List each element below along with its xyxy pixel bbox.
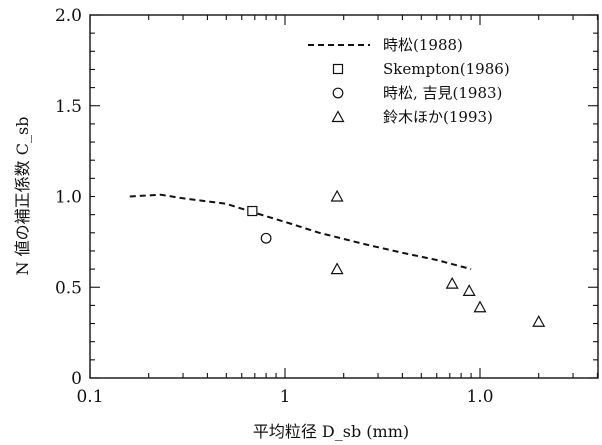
data-point-triangle <box>532 314 546 327</box>
y-tick-labels: 0 0.5 1.0 1.5 2.0 <box>55 6 82 389</box>
axis-ticks <box>89 14 598 379</box>
x-tick-label: 0.1 <box>76 387 103 407</box>
data-point-triangle <box>473 300 487 313</box>
legend-label: 時松(1988) <box>383 36 463 54</box>
data-point-circle <box>260 232 272 244</box>
y-tick-label: 2.0 <box>55 6 82 26</box>
y-tick-label: 0.5 <box>55 278 82 298</box>
data-point-triangle <box>445 276 459 289</box>
data-point-triangle <box>330 189 344 202</box>
series-layer <box>129 189 546 327</box>
y-tick-label: 1.0 <box>55 188 82 208</box>
plot-frame <box>89 14 599 379</box>
series-line-tokimatsu-1988 <box>129 193 472 271</box>
y-axis-label: N 値の補正係数 C_sb <box>13 117 32 276</box>
legend-marker-triangle <box>331 110 345 123</box>
x-axis-label: 平均粒径 D_sb (mm) <box>253 422 409 441</box>
legend-label: 鈴木ほか(1993) <box>383 108 493 126</box>
data-point-triangle <box>462 284 476 296</box>
x-tick-labels: 0.1 1 1.0 <box>76 387 493 407</box>
x-tick-label: 1.0 <box>466 387 493 407</box>
data-point-triangle <box>330 262 344 275</box>
data-point-square <box>247 205 258 217</box>
legend: 時松(1988) Skempton(1986) 時松, 吉見(1983) 鈴木ほか(1… <box>308 36 510 126</box>
legend-label: 時松, 吉見(1983) <box>383 84 502 102</box>
x-tick-label: 1 <box>280 387 291 407</box>
y-tick-label: 1.5 <box>55 97 82 117</box>
legend-label: Skempton(1986) <box>383 60 510 78</box>
legend-marker-square <box>332 63 344 75</box>
y-tick-label: 0 <box>71 369 82 389</box>
legend-marker-circle <box>332 87 344 99</box>
